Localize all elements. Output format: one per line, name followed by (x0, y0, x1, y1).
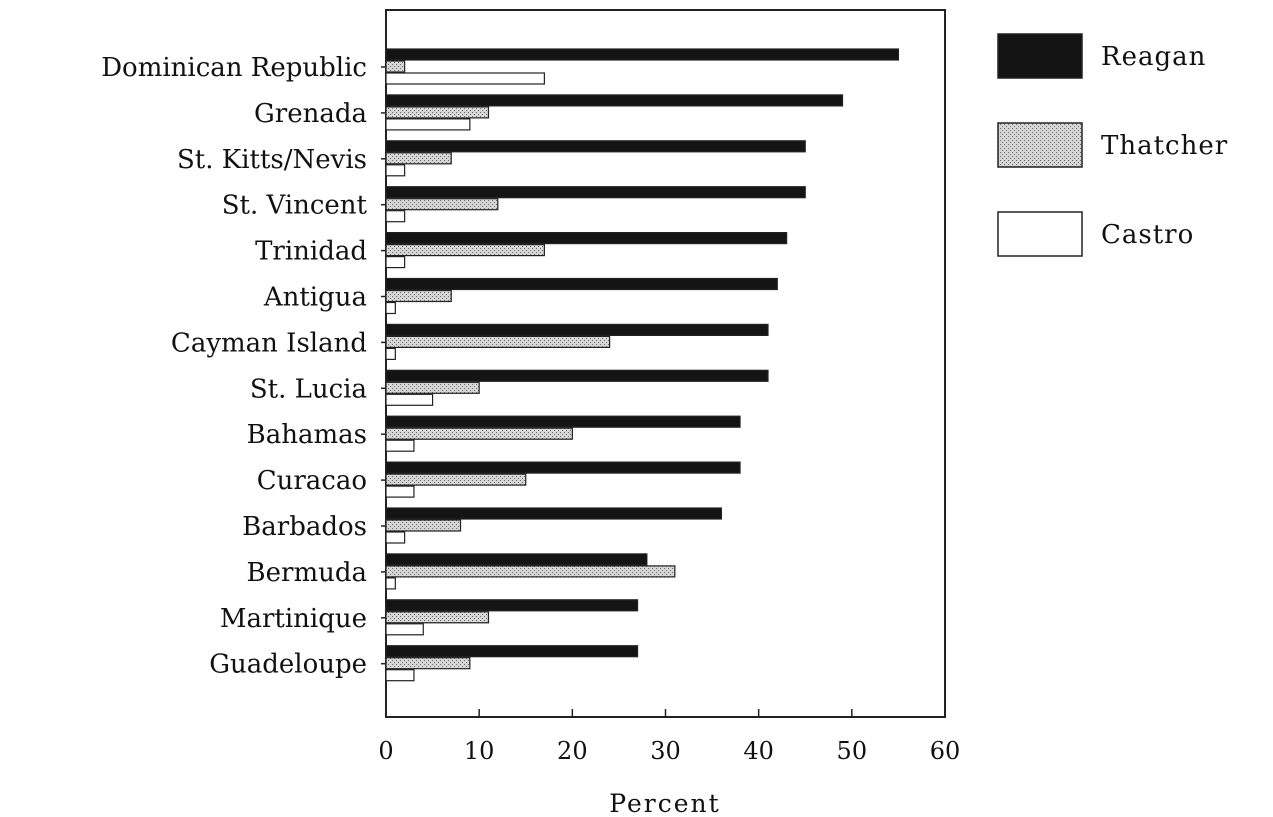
bar-thatcher-cayman-island (385, 335, 611, 348)
category-label: St. Vincent (222, 191, 368, 221)
bar-reagan-grenada (385, 94, 844, 107)
bar-reagan-trinidad (385, 232, 788, 245)
category-label: Bermuda (247, 558, 367, 588)
bar-reagan-st-vincent (385, 186, 806, 199)
bar-castro-dominican-republic (385, 72, 545, 85)
bar-group (385, 48, 900, 682)
bar-reagan-bermuda (385, 553, 648, 566)
bar-castro-curacao (385, 485, 415, 498)
bar-thatcher-antigua (385, 289, 452, 303)
bar-thatcher-st-vincent (385, 198, 499, 211)
category-labels: Dominican Republic Grenada St. Kitts/Nevis… (101, 53, 386, 680)
category-label: Martinique (220, 604, 367, 634)
bar-reagan-st-lucia (385, 369, 769, 382)
category-label: Grenada (254, 99, 367, 129)
category-label: Curacao (257, 466, 367, 496)
x-tick-label: 40 (743, 737, 774, 765)
bar-thatcher-trinidad (385, 244, 545, 257)
bar-reagan-cayman-island (385, 323, 769, 336)
bar-castro-antigua (385, 301, 396, 315)
bar-thatcher-curacao (385, 473, 527, 486)
legend-label-castro: Castro (1101, 220, 1194, 250)
x-tick-label: 20 (557, 737, 588, 765)
bar-castro-st-lucia (385, 393, 434, 406)
bar-castro-bermuda (385, 577, 396, 590)
x-tick-label: 50 (837, 737, 868, 765)
legend-label-thatcher: Thatcher (1101, 131, 1228, 161)
bar-castro-martinique (385, 623, 424, 636)
bar-castro-guadeloupe (385, 669, 415, 682)
category-label: Barbados (242, 512, 367, 542)
bar-castro-grenada (385, 118, 471, 131)
category-label: St. Lucia (250, 374, 367, 404)
legend-label-reagan: Reagan (1101, 42, 1206, 72)
legend-swatch-thatcher (997, 122, 1083, 168)
bar-reagan-antigua (385, 277, 778, 291)
bar-thatcher-dominican-republic (385, 60, 406, 73)
category-label: Bahamas (247, 420, 367, 450)
bar-castro-trinidad (385, 256, 406, 269)
bar-thatcher-grenada (385, 106, 490, 119)
x-axis-ticks: 0 10 20 30 40 50 60 (378, 709, 960, 765)
category-label: Dominican Republic (101, 53, 367, 83)
category-label: St. Kitts/Nevis (177, 145, 367, 175)
category-label: Antigua (263, 283, 367, 313)
category-label: Trinidad (255, 237, 367, 267)
bar-castro-cayman-island (385, 347, 396, 360)
bar-thatcher-bermuda (385, 565, 676, 578)
bar-castro-barbados (385, 531, 406, 544)
bar-reagan-dominican-republic (385, 48, 900, 61)
bar-reagan-bahamas (385, 415, 741, 428)
bar-reagan-guadeloupe (385, 645, 639, 658)
category-label: Cayman Island (171, 328, 367, 358)
bar-castro-st-kitts-nevis (385, 164, 406, 177)
legend-swatch-castro (997, 211, 1083, 257)
legend-swatch-reagan (997, 33, 1083, 79)
bar-thatcher-bahamas (385, 427, 573, 440)
bar-reagan-martinique (385, 599, 639, 612)
x-tick-label: 10 (464, 737, 495, 765)
bar-reagan-barbados (385, 507, 722, 520)
bar-reagan-st-kitts-nevis (385, 140, 806, 153)
bar-thatcher-st-kitts-nevis (385, 152, 452, 165)
bar-castro-bahamas (385, 439, 415, 452)
bar-thatcher-guadeloupe (385, 657, 471, 670)
x-tick-label: 60 (930, 737, 961, 765)
bar-thatcher-martinique (385, 611, 490, 624)
x-tick-label: 30 (650, 737, 681, 765)
legend: Reagan Thatcher Castro (997, 33, 1228, 257)
bar-thatcher-st-lucia (385, 381, 480, 394)
bar-thatcher-barbados (385, 519, 462, 532)
x-tick-label: 0 (378, 737, 393, 765)
category-label: Guadeloupe (209, 650, 367, 680)
bar-castro-st-vincent (385, 210, 406, 223)
bar-reagan-curacao (385, 461, 741, 474)
x-axis-title: Percent (609, 789, 720, 817)
